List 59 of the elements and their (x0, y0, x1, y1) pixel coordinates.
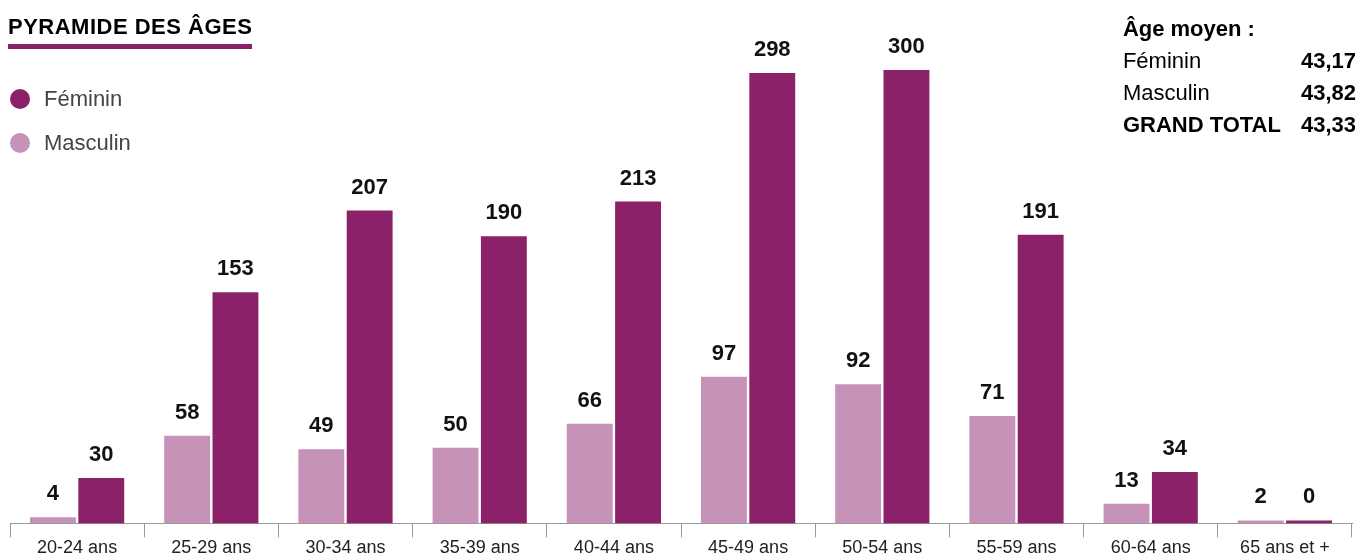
data-label: 13 (1114, 466, 1139, 492)
bar (1237, 520, 1284, 524)
x-tick-label: 30-34 ans (305, 537, 386, 558)
data-label: 58 (174, 398, 200, 424)
data-label: 34 (1162, 435, 1188, 461)
x-tick-label: 65 ans et + (1240, 537, 1330, 558)
data-label: 191 (1022, 197, 1060, 223)
x-tick-label: 60-64 ans (1110, 537, 1191, 558)
annotation: 43,33 (1300, 112, 1356, 138)
annotation: Féminin (1122, 48, 1203, 74)
bar (480, 236, 527, 524)
bar (1103, 503, 1150, 524)
bar (212, 292, 259, 524)
legend-label: Féminin (44, 86, 123, 112)
annotation: 43,17 (1300, 48, 1356, 74)
bar (749, 73, 796, 524)
data-label: 50 (443, 410, 468, 436)
bar (883, 70, 930, 524)
chart-title: PYRAMIDE DES ÂGES (8, 14, 253, 49)
x-tick-label: 25-29 ans (171, 537, 252, 558)
data-label: 153 (217, 255, 254, 281)
bar (969, 416, 1016, 524)
data-label: 97 (711, 339, 737, 365)
bar (1151, 472, 1198, 524)
data-label: 49 (309, 412, 334, 438)
text: Âge moyen : (1122, 16, 1256, 42)
bar (1017, 234, 1064, 524)
bar (615, 201, 661, 524)
bar (164, 435, 211, 524)
data-label: 207 (351, 173, 389, 199)
x-tick-label: 20-24 ans (37, 537, 118, 558)
x-tick-label: 50-54 ans (842, 537, 923, 558)
bar (30, 517, 76, 524)
data-label: 71 (980, 379, 1005, 405)
x-tick-label: 55-59 ans (976, 537, 1057, 558)
annotation: Masculin (1122, 80, 1211, 106)
data-label: 4 (46, 480, 60, 506)
legend-label: Masculin (44, 130, 131, 156)
data-label: 30 (89, 441, 114, 467)
bar (78, 478, 125, 524)
data-label: 2 (1254, 483, 1267, 509)
x-tick-label: 45-49 ans (708, 537, 789, 558)
data-label: 92 (845, 347, 871, 373)
bar (701, 376, 747, 524)
data-label: 66 (577, 386, 602, 412)
data-label: 213 (619, 164, 657, 190)
bar (346, 210, 393, 524)
annotation: GRAND TOTAL (1122, 112, 1281, 138)
data-label: 300 (888, 33, 925, 59)
bar (566, 423, 613, 524)
bar (835, 384, 882, 524)
x-tick-label: 35-39 ans (439, 537, 520, 558)
data-label: 190 (485, 199, 523, 225)
annotation: 43,82 (1300, 80, 1356, 106)
data-label: 298 (753, 36, 791, 62)
bar (298, 449, 345, 524)
x-tick-label: 40-44 ans (573, 537, 654, 558)
bar (432, 447, 479, 524)
data-label: 0 (1302, 483, 1316, 509)
